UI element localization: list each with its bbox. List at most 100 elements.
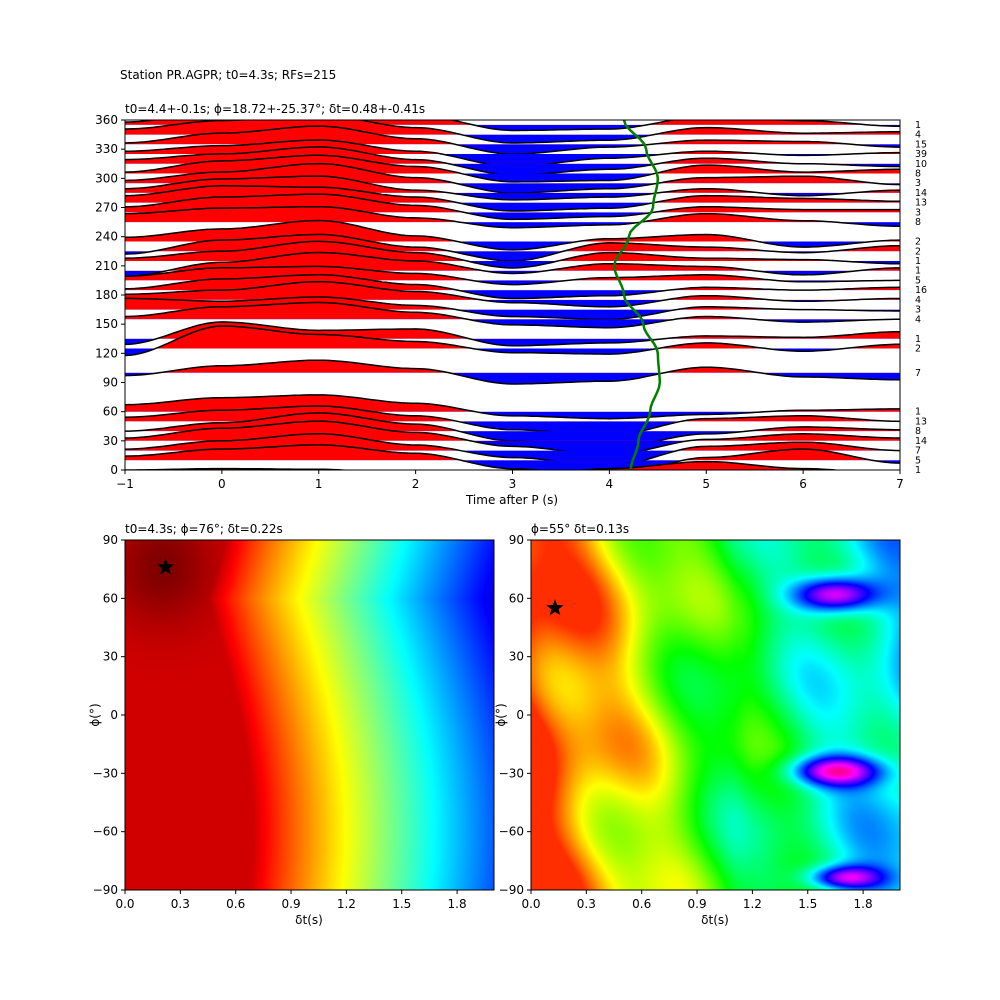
rf-trace-positive-fill xyxy=(155,326,900,349)
rf-trace-negative-fill xyxy=(125,460,900,470)
rf-x-tick-label: 6 xyxy=(799,477,807,491)
energy-panel-title: t0=4.3s; ϕ=76°; δt=0.22s xyxy=(125,522,283,536)
heatmap-y-tick-label: −60 xyxy=(499,825,524,839)
heatmap-x-tick-label: 0.9 xyxy=(282,897,301,911)
rf-x-tick-label: 5 xyxy=(702,477,710,491)
heatmap-x-tick-label: 0.3 xyxy=(171,897,190,911)
rf-x-tick-label: 2 xyxy=(412,477,420,491)
rf-trace-line xyxy=(125,321,900,347)
heatmap-y-tick-label: 0 xyxy=(110,708,118,722)
rf-trace-negative-fill xyxy=(449,192,852,200)
rf-axes: −1 0 1 2 3 4 5 6 7030609012015018021024027030033… xyxy=(95,113,904,491)
rf-panel-title: t0=4.4+-0.1s; ϕ=18.72+-25.37°; δt=0.48+-… xyxy=(125,102,425,116)
best-fit-star-marker xyxy=(157,558,175,575)
rf-y-tick-label: 240 xyxy=(95,230,118,244)
rf-trace-count: 4 xyxy=(915,130,921,141)
rf-trace-count: 4 xyxy=(915,295,921,306)
best-fit-star-marker xyxy=(546,599,564,616)
heatmap-x-tick-label: 0.9 xyxy=(688,897,707,911)
heatmap-y-tick-label: −30 xyxy=(93,766,118,780)
rf-trace-line xyxy=(125,251,900,278)
heatmap-y-tick-label: 60 xyxy=(509,591,524,605)
heatmap-x-tick-label: 0.6 xyxy=(632,897,651,911)
transverse-panel-title: ϕ=55° δt=0.13s xyxy=(531,522,629,536)
transverse-axes: 0.0 0.3 0.6 0.9 1.2 1.5 1.8 −90 −60 −30 0 30 60 90 xyxy=(499,533,873,911)
rf-trace-count: 3 xyxy=(915,178,921,189)
heatmap-y-tick-label: −30 xyxy=(499,766,524,780)
rf-x-tick-label: 1 xyxy=(315,477,323,491)
rf-trace-positive-fill xyxy=(125,444,872,461)
rf-trace-count: 1 xyxy=(915,407,921,418)
rf-x-tick-label: 3 xyxy=(509,477,517,491)
rf-trace-line xyxy=(125,405,900,437)
t0-curve xyxy=(612,120,662,470)
rf-trace-negative-fill xyxy=(125,251,900,262)
rf-y-tick-label: 270 xyxy=(95,201,118,215)
rf-trace-negative-fill xyxy=(457,202,655,211)
energy-axes: 0.0 0.3 0.6 0.9 1.2 1.5 1.8 −90 −60 −30 0 30 60 90 xyxy=(93,533,467,911)
rf-y-tick-label: 330 xyxy=(95,142,118,156)
rf-trace-negative-fill xyxy=(125,124,900,131)
rf-trace-count: 16 xyxy=(915,285,927,296)
transverse-x-axis-label: δt(s) xyxy=(701,913,729,927)
rf-y-tick-label: 360 xyxy=(95,113,118,127)
rf-trace-positive-fill xyxy=(156,321,900,339)
rf-trace-line xyxy=(125,175,900,201)
rf-trace-count: 8 xyxy=(915,426,921,437)
rf-trace-negative-fill xyxy=(125,163,900,175)
transverse-y-axis-label: ϕ(°) xyxy=(494,703,508,726)
rf-trace-count: 8 xyxy=(915,217,921,228)
rf-trace-line xyxy=(125,460,844,470)
rf-trace-negative-fill xyxy=(125,260,900,268)
rf-trace-positive-fill xyxy=(159,360,760,373)
rf-trace-negative-fill xyxy=(125,173,900,182)
rf-trace-line xyxy=(125,420,900,456)
rf-trace-count: 7 xyxy=(915,446,921,457)
rf-trace-line xyxy=(125,265,900,286)
heatmap-y-tick-label: 30 xyxy=(509,650,524,664)
heatmap-x-tick-label: 0.6 xyxy=(226,897,245,911)
transverse-panel: ϕ=55° δt=0.13s 0.0 0.3 0.6 0.9 1.2 1.5 1.8 −90 −… xyxy=(494,522,901,927)
heatmap-x-tick-label: 0.3 xyxy=(577,897,596,911)
heatmap-y-tick-label: 30 xyxy=(103,650,118,664)
rf-trace-count: 13 xyxy=(915,416,927,427)
rf-trace-line xyxy=(125,120,900,144)
rf-trace-negative-fill xyxy=(458,431,748,448)
rf-trace-count: 4 xyxy=(915,314,921,325)
rf-y-tick-label: 180 xyxy=(95,288,118,302)
rf-trace-count: 39 xyxy=(915,149,927,160)
figure-suptitle: Station PR.AGPR; t0=4.3s; RFs=215 xyxy=(120,68,336,82)
rf-x-axis-label: Time after P (s) xyxy=(465,493,558,507)
energy-y-axis-label: ϕ(°) xyxy=(88,703,102,726)
rf-trace-positive-fill xyxy=(166,252,900,271)
energy-x-axis-label: δt(s) xyxy=(295,913,323,927)
rf-trace-positive-fill xyxy=(125,206,835,223)
heatmap-x-tick-label: 1.8 xyxy=(854,897,873,911)
rf-trace-count: 1 xyxy=(915,465,921,476)
heatmap-y-tick-label: −90 xyxy=(93,883,118,897)
rf-trace-negative-fill xyxy=(125,222,900,228)
heatmap-y-tick-label: 90 xyxy=(103,533,118,547)
rf-trace-line xyxy=(125,296,900,321)
rf-trace-count: 5 xyxy=(915,275,921,286)
rf-trace-count: 2 xyxy=(915,343,921,354)
rf-trace-count: 5 xyxy=(915,455,921,466)
rf-trace-count: 10 xyxy=(915,159,927,170)
energy-panel: t0=4.3s; ϕ=76°; δt=0.22s 0.0 0.3 0.6 0.9 1.2… xyxy=(88,522,495,927)
rf-trace-count: 1 xyxy=(915,256,921,267)
rf-y-tick-label: 120 xyxy=(95,346,118,360)
rf-trace-count: 7 xyxy=(915,368,921,379)
rf-trace-line xyxy=(125,205,900,229)
rf-trace-line xyxy=(125,433,900,467)
heatmap-x-tick-label: 0.0 xyxy=(521,897,540,911)
rf-trace-positive-fill xyxy=(125,281,900,300)
rf-trace-line xyxy=(125,273,900,300)
heatmap-y-tick-label: 90 xyxy=(509,533,524,547)
rf-trace-negative-fill xyxy=(125,372,900,384)
rf-trace-negative-fill xyxy=(125,338,900,346)
rf-trace-line xyxy=(125,193,900,221)
rf-trace-count: 2 xyxy=(915,237,921,248)
rf-trace-negative-fill xyxy=(125,309,900,320)
